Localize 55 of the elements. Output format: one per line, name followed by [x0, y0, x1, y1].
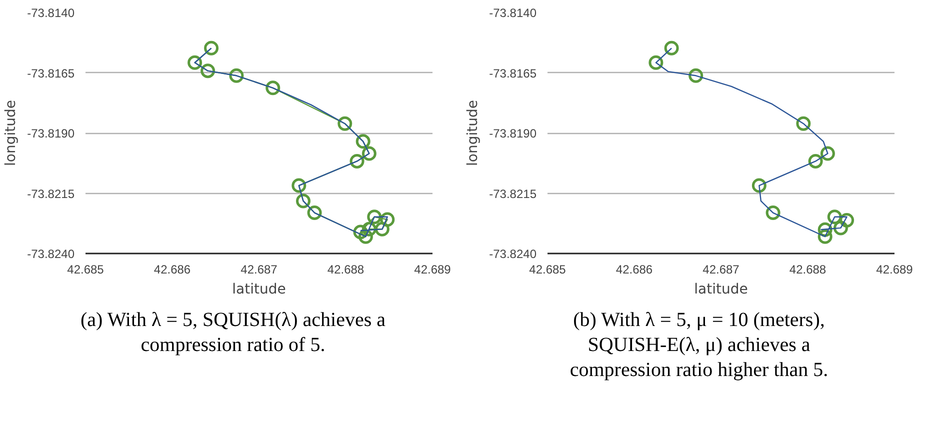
- point: [200, 64, 216, 78]
- point: [356, 134, 370, 149]
- x-tick-label: 42.687: [702, 262, 740, 276]
- point: [380, 212, 395, 227]
- y-tick-label: -73.8240: [489, 247, 537, 261]
- point: [307, 206, 322, 220]
- x-tick-label: 42.688: [327, 262, 364, 276]
- point: [766, 206, 780, 220]
- y-tick-label: -73.8215: [489, 186, 537, 201]
- point: [374, 222, 390, 236]
- point: [296, 194, 310, 208]
- point: [648, 55, 664, 70]
- x-axis-title: latitude: [232, 282, 286, 298]
- line-series: [655, 48, 848, 238]
- y-tick-label: -73.8190: [489, 126, 537, 140]
- point: [840, 213, 854, 228]
- x-tick-label: 42.688: [789, 262, 826, 276]
- y-tick-label: -73.8140: [27, 6, 75, 20]
- x-tick-label: 42.689: [876, 262, 914, 276]
- text: (a) With λ = 5, SQUISH(λ) achieves a compression ratio of 5.: [80, 308, 386, 358]
- point: [808, 154, 823, 168]
- x-tick-label: 42.686: [154, 262, 191, 276]
- text: (b) With λ = 5, μ = 10 (meters), SQUISH-E(λ, μ) achieves a compression ratio higher than 5.: [568, 308, 830, 383]
- y-tick-label: -73.8140: [489, 6, 537, 20]
- point: [292, 178, 306, 193]
- point: [818, 229, 832, 244]
- y-tick-label: -73.8165: [27, 66, 75, 80]
- point: [688, 68, 704, 83]
- point: [664, 40, 679, 56]
- point: [338, 116, 352, 131]
- x-tick-label: 42.689: [414, 262, 452, 276]
- point: [833, 220, 848, 236]
- point: [362, 146, 376, 161]
- point: [752, 178, 766, 193]
- y-axis-title: longitude: [3, 100, 20, 166]
- x-tick-label: 42.687: [240, 262, 278, 276]
- y-axis-title: longitude: [465, 100, 482, 166]
- y-tick-label: -73.8190: [27, 126, 75, 140]
- point: [266, 80, 280, 96]
- point: [796, 116, 811, 131]
- point: [367, 210, 382, 224]
- x-tick-label: 42.686: [616, 262, 653, 276]
- point: [350, 154, 364, 168]
- x-tick-label: 42.685: [67, 262, 104, 276]
- x-axis-title: latitude: [694, 282, 748, 298]
- y-tick-label: -73.8165: [489, 66, 537, 80]
- y-tick-label: -73.8240: [27, 247, 75, 261]
- y-tick-label: -73.8215: [27, 186, 75, 201]
- x-tick-label: 42.685: [529, 262, 566, 276]
- point: [204, 40, 219, 56]
- point: [353, 224, 368, 240]
- point: [820, 146, 835, 161]
- point: [827, 210, 842, 224]
- point: [188, 55, 202, 70]
- point: [229, 68, 244, 83]
